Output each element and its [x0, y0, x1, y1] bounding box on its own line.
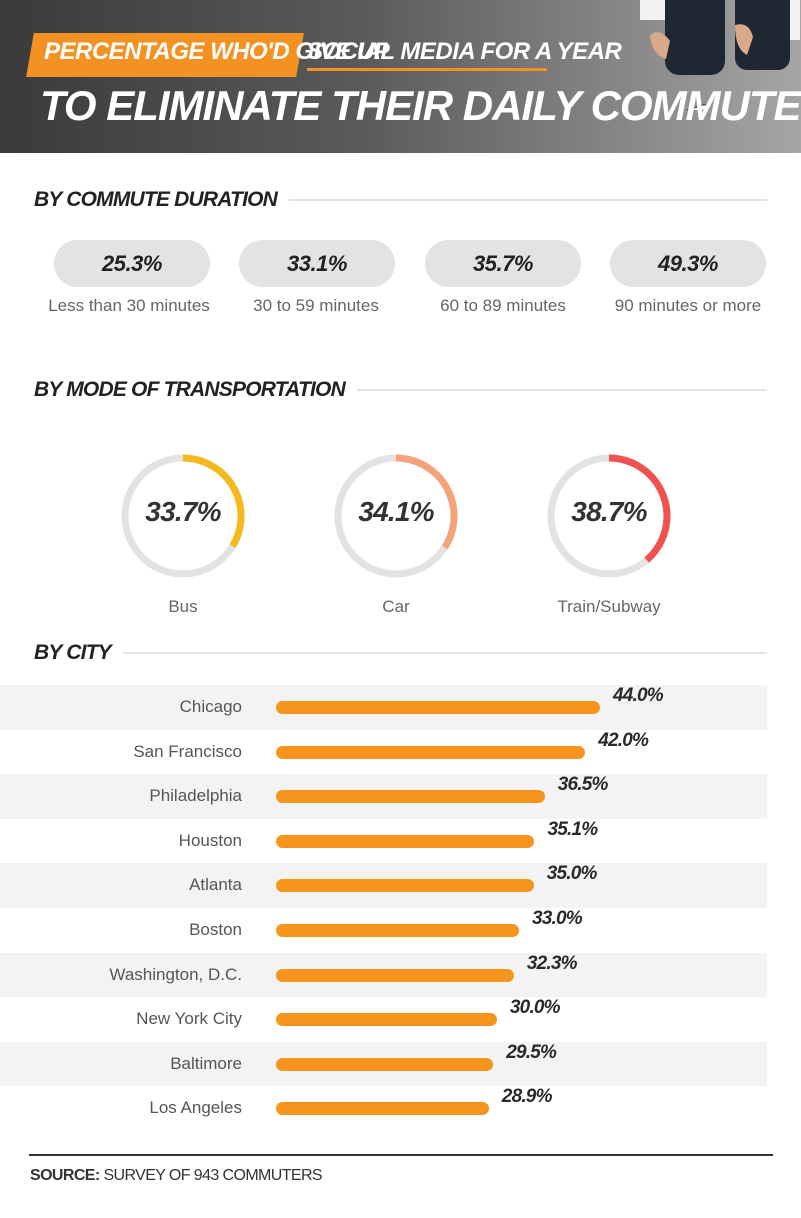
city-row: Houston 35.1% — [0, 819, 767, 864]
donut-label: Bus — [168, 597, 198, 616]
city-label: Atlanta — [189, 875, 242, 895]
city-label: Chicago — [179, 697, 242, 716]
city-bar — [276, 1013, 497, 1027]
city-value-label: 35.0% — [546, 863, 598, 885]
city-row: San Francisco 42.0% — [0, 730, 767, 775]
donut-label: Car — [382, 597, 410, 616]
donut-value: 34.1% — [358, 496, 434, 527]
donut-arc — [547, 454, 671, 578]
city-value-label: 29.5% — [506, 1041, 557, 1063]
city-value-label: 28.9% — [501, 1086, 553, 1108]
duration-label: 90 minutes or more — [614, 296, 762, 315]
city-label: Boston — [189, 920, 242, 939]
duration-label: Less than 30 minutes — [48, 296, 210, 315]
city-value-label: 42.0% — [598, 729, 649, 751]
section-title-city: BY CITY — [34, 641, 123, 665]
duration-value-pill: 33.1% — [239, 240, 395, 287]
donut-train — [547, 454, 671, 578]
city-row: Baltimore 29.5% — [0, 1041, 767, 1087]
section-divider — [108, 652, 767, 654]
section-title-mode: BY MODE OF TRANSPORTATION — [34, 378, 357, 402]
city-value-label: 36.5% — [557, 774, 609, 796]
duration-label: 60 to 89 minutes — [440, 296, 566, 315]
section-title-duration: BY COMMUTE DURATION — [34, 188, 290, 212]
city-bar — [276, 879, 534, 893]
duration-value-pill: 49.3% — [610, 240, 766, 287]
city-bar — [276, 968, 514, 982]
donut-arc — [121, 454, 245, 578]
city-label: New York City — [136, 1009, 242, 1029]
city-label: Los Angeles — [149, 1098, 242, 1118]
source-divider — [29, 1154, 773, 1156]
donut-bus — [121, 454, 245, 578]
city-label: San Francisco — [133, 741, 242, 761]
source-label: SOURCE: — [30, 1167, 100, 1184]
source-text: SURVEY OF 943 COMMUTERS — [103, 1167, 323, 1184]
city-row: Boston 33.0% — [0, 908, 767, 953]
donut-car — [334, 454, 458, 578]
source-note: SOURCE: SURVEY OF 943 COMMUTERS — [30, 1167, 323, 1185]
city-value-label: 44.0% — [613, 685, 664, 706]
city-row: New York City 30.0% — [0, 997, 767, 1042]
title-part2: SOCIAL MEDIA FOR A YEAR — [307, 38, 622, 71]
section-divider — [296, 389, 767, 391]
donut-arc — [334, 454, 458, 578]
city-bar — [276, 745, 586, 759]
city-value-label: 30.0% — [509, 997, 561, 1019]
city-row: Los Angeles 28.9% — [0, 1086, 767, 1131]
donut-label: Train/Subway — [557, 597, 661, 616]
city-label: Baltimore — [170, 1053, 242, 1073]
kneeling-person-photo — [640, 0, 800, 110]
header-banner: PERCENTAGE WHO'D GIVE UP SOCIAL MEDIA FO… — [0, 0, 801, 153]
city-row: Chicago 44.0% — [0, 685, 767, 730]
city-value-label: 32.3% — [526, 952, 578, 974]
city-row: Washington, D.C. 32.3% — [0, 952, 767, 998]
city-label: Washington, D.C. — [109, 964, 242, 984]
city-bar — [276, 924, 519, 937]
city-value-label: 33.0% — [532, 908, 583, 929]
city-bar — [276, 790, 545, 804]
city-bar — [276, 834, 535, 848]
duration-value-pill: 25.3% — [54, 240, 210, 287]
city-row: Philadelphia 36.5% — [0, 774, 767, 819]
city-bar — [276, 701, 600, 714]
duration-value-pill: 35.7% — [425, 240, 581, 287]
city-row: Atlanta 35.0% — [0, 863, 767, 908]
city-label: Houston — [178, 830, 242, 850]
donut-value: 33.7% — [145, 496, 221, 527]
title-part1: PERCENTAGE WHO'D GIVE UP — [44, 38, 390, 65]
donut-value: 38.7% — [571, 496, 647, 527]
city-value-label: 35.1% — [547, 818, 598, 840]
duration-label: 30 to 59 minutes — [253, 296, 379, 315]
section-divider — [240, 199, 767, 201]
city-label: Philadelphia — [149, 786, 242, 806]
city-bar — [276, 1102, 489, 1116]
city-bar — [276, 1057, 494, 1071]
title-line2: TO ELIMINATE THEIR DAILY COMMUTE — [40, 82, 801, 129]
